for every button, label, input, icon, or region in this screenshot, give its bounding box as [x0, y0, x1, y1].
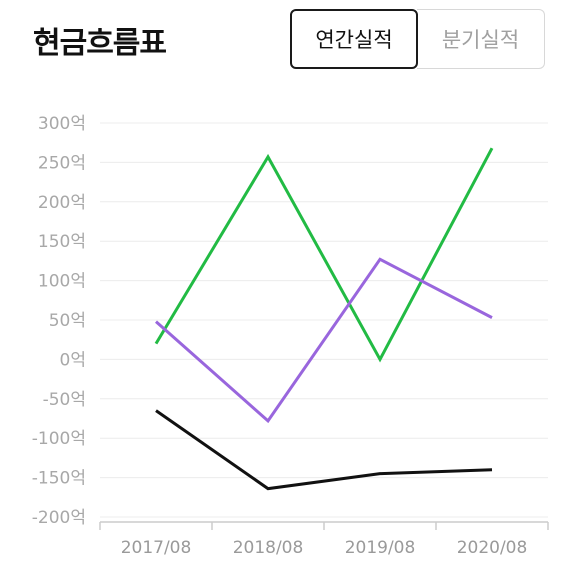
series-line-3: [155, 409, 493, 491]
series-line-2: [155, 257, 493, 424]
y-tick-label: 0억: [60, 350, 86, 370]
x-tick-label: 2018/08: [233, 538, 304, 558]
x-tick-label: 2019/08: [345, 538, 416, 558]
quarterly-results-tab[interactable]: 분기실적: [417, 9, 545, 69]
y-tick-label: 200억: [38, 193, 86, 213]
x-axis: [99, 521, 549, 530]
y-tick-label: 50억: [49, 311, 86, 331]
y-tick-labels: 300억 250억 200억 150억 100억 50억 0억 -50억 -100억 -150억 -…: [32, 114, 86, 528]
y-tick-label: 150억: [38, 232, 86, 252]
x-tick-labels: 2017/08 2018/08 2019/08 2020/08: [121, 538, 528, 558]
grid-lines: [100, 122, 548, 518]
y-tick-label: 100억: [38, 272, 86, 292]
y-tick-label: -200억: [32, 508, 86, 528]
data-series: [154, 147, 494, 491]
x-tick-label: 2020/08: [457, 538, 528, 558]
y-tick-label: 250억: [38, 153, 86, 173]
y-tick-label: -100억: [32, 429, 86, 449]
y-tick-label: -50억: [43, 390, 86, 410]
y-tick-label: 300억: [38, 114, 86, 134]
annual-results-tab[interactable]: 연간실적: [290, 9, 418, 69]
series-line-1: [154, 147, 494, 363]
period-toggle: 연간실적 분기실적: [290, 9, 547, 69]
page-title: 현금흐름표: [33, 26, 167, 61]
x-tick-label: 2017/08: [121, 538, 192, 558]
y-tick-label: -150억: [32, 469, 86, 489]
